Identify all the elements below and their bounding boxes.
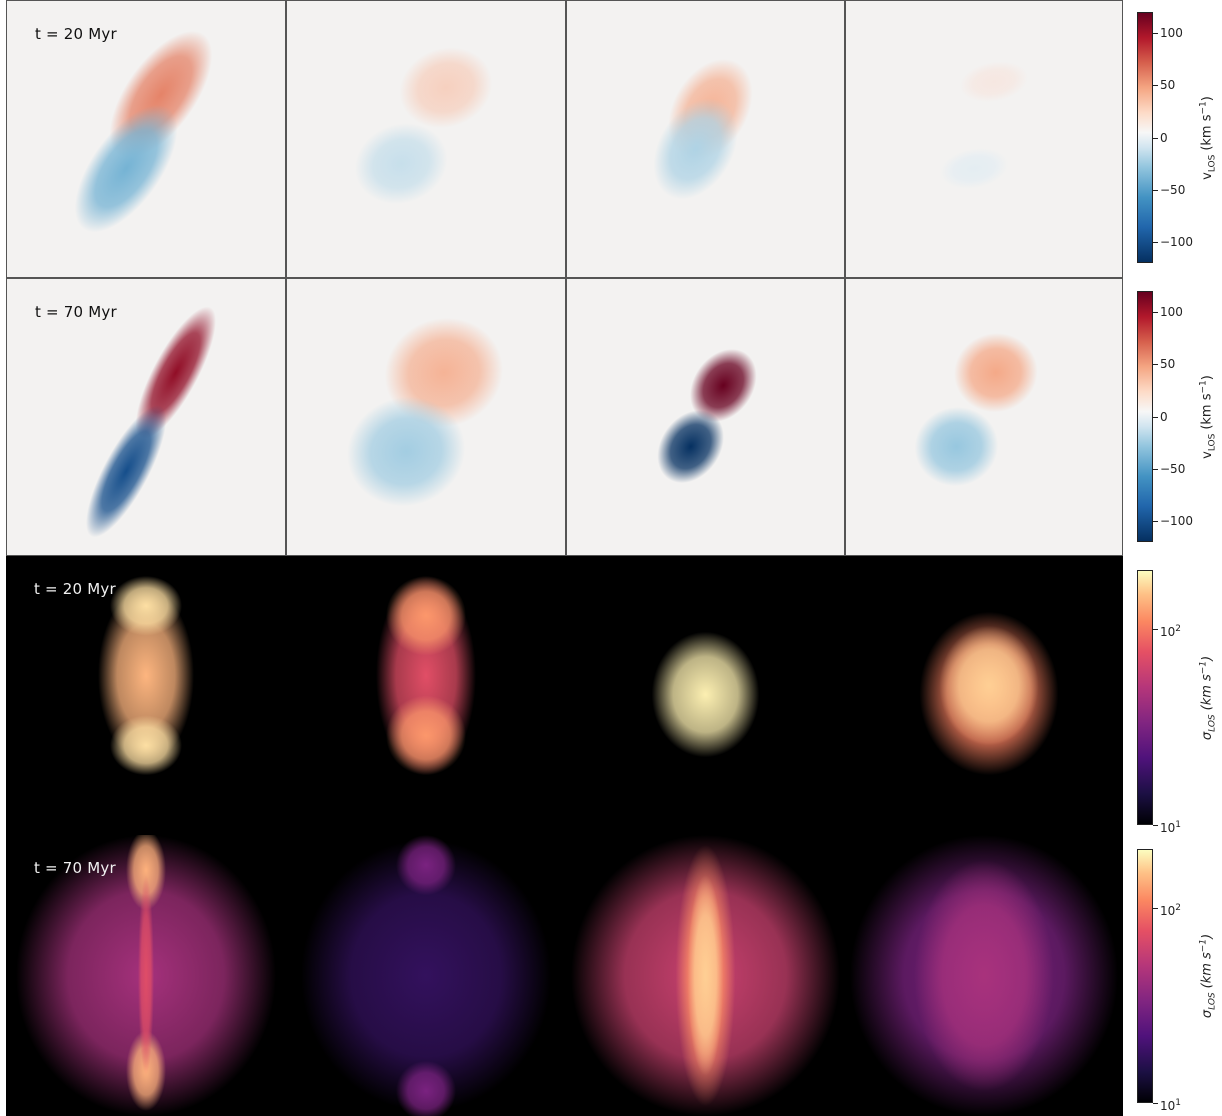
- negative-velocity-lobe: [86, 405, 167, 538]
- colorbar-label: vLOS(km s−1): [1198, 95, 1218, 180]
- panel-map: [347, 317, 503, 507]
- panel-row4-col3: [566, 835, 845, 1116]
- colorbar-tick: [1153, 364, 1158, 366]
- positive-velocity-lobe: [954, 333, 1038, 413]
- colorbar-row4: [1137, 849, 1153, 1103]
- panel-row2-col1: t = 70 Myr: [6, 278, 286, 556]
- colorbar-tick-label: −50: [1160, 182, 1186, 197]
- panel-row1-col1: t = 20 Myr: [6, 0, 286, 278]
- colorbar-tick: [1153, 189, 1158, 191]
- dispersion-region: [110, 715, 182, 776]
- time-label: t = 20 Myr: [34, 580, 116, 598]
- dispersion-region: [110, 575, 182, 636]
- panel-row3-col4: [845, 556, 1123, 835]
- colorbar-tick: [1153, 85, 1158, 87]
- colorbar-tick: [1153, 1103, 1158, 1104]
- time-label: t = 20 Myr: [35, 25, 117, 43]
- colorbar-tick-label: 101: [1160, 820, 1182, 835]
- colorbar-tick-label: 0: [1160, 409, 1168, 424]
- dispersion-region: [396, 1060, 456, 1116]
- panel-row3-col3: [566, 556, 845, 835]
- colorbar-tick: [1153, 468, 1158, 470]
- colorbar-tick: [1153, 311, 1158, 313]
- dispersion-region: [396, 835, 456, 896]
- colorbar-tick: [1153, 907, 1158, 909]
- panel-row1-col4: [845, 0, 1123, 278]
- panel-row3-col2: [286, 556, 566, 835]
- dispersion-region: [386, 575, 466, 656]
- colorbar-tick: [1153, 521, 1158, 523]
- dispersion-region: [687, 875, 724, 1076]
- panel-map: [354, 47, 493, 205]
- dispersion-region: [386, 695, 466, 776]
- negative-velocity-lobe: [914, 406, 999, 487]
- positive-velocity-lobe: [399, 47, 493, 129]
- colorbar-tick: [1153, 416, 1158, 418]
- panel-row4-col1: t = 70 Myr: [6, 835, 286, 1116]
- colorbar-tick-label: −100: [1160, 235, 1193, 250]
- colorbar-tick: [1153, 32, 1158, 34]
- panel-row4-col4: [845, 835, 1123, 1116]
- colorbar-tick-label: 100: [1160, 304, 1183, 319]
- colorbar-row2: [1137, 291, 1153, 542]
- panel-map: [301, 835, 551, 1116]
- panel-row2-col2: [286, 278, 566, 556]
- panel-map: [849, 835, 1119, 1116]
- negative-velocity-lobe: [347, 396, 466, 507]
- negative-velocity-lobe: [653, 98, 738, 200]
- panel-map: [86, 306, 216, 538]
- panel-row2-col4: [845, 278, 1123, 556]
- panel-row4-col2: [286, 835, 566, 1116]
- colorbar-label: vLOS(km s−1): [1198, 374, 1218, 459]
- dispersion-region: [914, 860, 1054, 1091]
- panel-row1-col2: [286, 0, 566, 278]
- negative-velocity-lobe: [74, 104, 178, 233]
- dispersion-region: [126, 835, 166, 911]
- negative-velocity-lobe: [939, 148, 1009, 189]
- colorbar-tick-label: 102: [1160, 624, 1182, 639]
- colorbar-tick-label: −50: [1160, 461, 1186, 476]
- colorbar-tick-label: 50: [1160, 357, 1176, 372]
- positive-velocity-lobe: [959, 61, 1029, 103]
- negative-velocity-lobe: [354, 123, 448, 205]
- panel-map: [376, 575, 476, 776]
- colorbar-tick-label: −100: [1160, 514, 1193, 529]
- dispersion-region: [138, 875, 154, 1076]
- panel-map: [98, 575, 194, 776]
- panel-map: [74, 30, 213, 233]
- panel-map: [653, 58, 753, 200]
- panel-map: [939, 61, 1029, 189]
- negative-velocity-lobe: [657, 410, 724, 484]
- colorbar-tick: [1153, 825, 1158, 826]
- panel-map: [657, 348, 757, 484]
- panel-row2-col3: [566, 278, 845, 556]
- colorbar-tick: [1153, 242, 1158, 244]
- panel-map: [16, 835, 276, 1116]
- dispersion-region: [651, 631, 760, 758]
- colorbar-tick-label: 50: [1160, 78, 1176, 93]
- dispersion-region: [939, 625, 1039, 746]
- panel-map: [919, 611, 1059, 776]
- colorbar-label: σLOS(km s−1): [1198, 655, 1218, 740]
- positive-velocity-lobe: [690, 348, 757, 422]
- panel-row1-col3: [566, 0, 845, 278]
- colorbar-label: σLOS(km s−1): [1198, 933, 1218, 1019]
- dispersion-region: [301, 840, 551, 1111]
- panel-map: [570, 835, 841, 1116]
- panel-map: [651, 631, 760, 758]
- dispersion-region: [98, 587, 194, 764]
- colorbar-tick: [1153, 629, 1158, 630]
- colorbar-tick-label: 102: [1160, 902, 1182, 918]
- colorbar-row3: [1137, 570, 1153, 825]
- panel-row3-col1: t = 20 Myr: [6, 556, 286, 835]
- time-label: t = 70 Myr: [35, 303, 117, 321]
- colorbar-row1: [1137, 12, 1153, 263]
- panel-map: [914, 333, 1038, 487]
- colorbar-tick-label: 0: [1160, 130, 1168, 145]
- colorbar-tick: [1153, 137, 1158, 139]
- colorbar-tick-label: 100: [1160, 25, 1183, 40]
- colorbar-tick-label: 101: [1160, 1098, 1182, 1113]
- time-label: t = 70 Myr: [34, 859, 116, 877]
